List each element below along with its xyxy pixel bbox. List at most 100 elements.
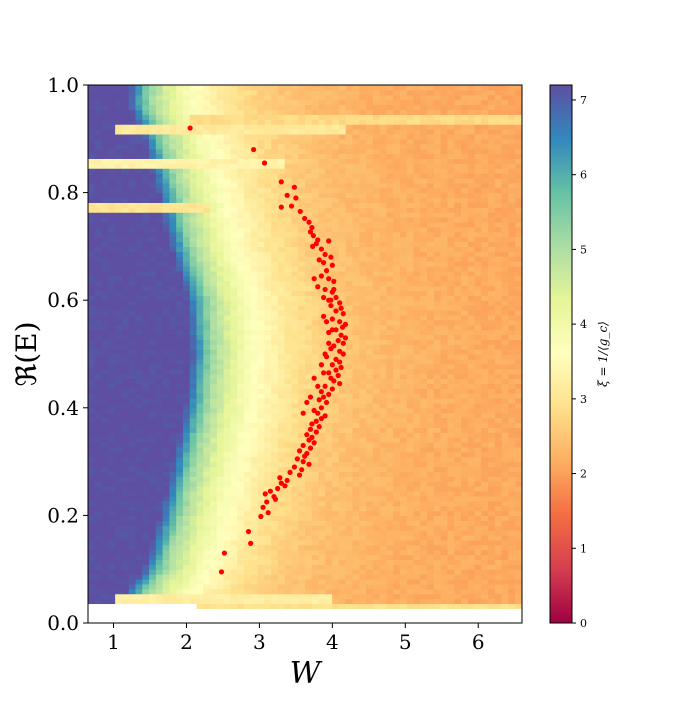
heatmap-cell <box>264 388 272 394</box>
heatmap-cell <box>406 329 415 336</box>
heatmap-cell <box>338 515 347 521</box>
heatmap-cell <box>372 461 381 468</box>
heatmap-cell <box>372 490 381 497</box>
heatmap-cell <box>88 422 96 428</box>
heatmap-cell <box>223 295 232 301</box>
heatmap-cell <box>291 275 299 282</box>
heatmap-cell <box>427 349 435 355</box>
heatmap-cell <box>142 534 150 541</box>
heatmap-cell <box>108 270 116 277</box>
heatmap-cell <box>277 427 286 433</box>
heatmap-cell <box>515 437 522 443</box>
heatmap-cell <box>121 564 130 570</box>
heatmap-cell <box>366 490 374 497</box>
heatmap-cell <box>182 305 191 311</box>
heatmap-cell <box>121 588 130 595</box>
heatmap-cell <box>467 486 476 492</box>
heatmap-cell <box>223 324 232 331</box>
heatmap-cell <box>277 270 286 277</box>
heatmap-cell <box>264 295 272 301</box>
heatmap-cell <box>501 398 510 404</box>
heatmap-cell <box>338 505 347 512</box>
heatmap-cell <box>379 285 387 292</box>
heatmap-cell <box>101 456 109 463</box>
heatmap-cell <box>196 251 204 257</box>
heatmap-cell <box>291 354 299 360</box>
heatmap-cell <box>94 446 103 453</box>
heatmap-cell <box>169 412 177 419</box>
heatmap-cell <box>250 490 259 497</box>
heatmap-cell <box>128 505 137 512</box>
heatmap-cell <box>284 466 293 472</box>
heatmap-cell <box>162 588 170 595</box>
heatmap-cell <box>121 256 130 262</box>
heatmap-cell <box>128 319 137 326</box>
heatmap-cell <box>230 388 238 394</box>
heatmap-cell <box>406 261 415 267</box>
heatmap-cell <box>413 285 421 292</box>
heatmap-cell <box>474 354 482 360</box>
heatmap-cell <box>508 446 516 453</box>
heatmap-cell <box>189 588 198 595</box>
heatmap-cell <box>284 295 293 301</box>
heatmap-cell <box>88 231 96 238</box>
heatmap-cell <box>433 534 442 541</box>
heatmap-cell <box>176 442 184 448</box>
heatmap-cell <box>169 564 177 570</box>
heatmap-cell <box>481 349 489 355</box>
heatmap-cell <box>250 275 259 282</box>
heatmap-cell <box>359 505 367 512</box>
heatmap-cell <box>481 422 489 428</box>
heatmap-cell <box>257 554 265 561</box>
heatmap-cell <box>352 539 360 546</box>
heatmap-cell <box>508 388 516 394</box>
heatmap-cell <box>284 539 293 546</box>
heatmap-cell <box>169 534 177 541</box>
heatmap-cell <box>271 407 279 414</box>
heatmap-cell <box>427 544 435 551</box>
heatmap-cell <box>481 461 489 468</box>
heatmap-cell <box>257 309 265 316</box>
heatmap-cell <box>447 525 455 531</box>
heatmap-cell <box>494 525 503 531</box>
heatmap-cell <box>149 388 157 394</box>
heatmap-cell <box>508 305 516 311</box>
heatmap-cell <box>284 461 293 468</box>
heatmap-cell <box>135 402 143 409</box>
heatmap-cell <box>447 295 455 301</box>
heatmap-cell <box>474 583 482 590</box>
heatmap-cell <box>494 520 503 526</box>
heatmap-cell <box>115 246 123 252</box>
heatmap-cell <box>338 451 347 458</box>
heatmap-cell <box>243 451 252 458</box>
heatmap-cell <box>88 329 96 336</box>
heatmap-cell <box>433 539 442 546</box>
heatmap-cell <box>393 349 401 355</box>
heatmap-cell <box>142 530 150 536</box>
heatmap-cell <box>366 246 374 252</box>
heatmap-cell <box>162 314 170 321</box>
heatmap-cell <box>467 261 476 267</box>
heatmap-cell <box>447 534 455 541</box>
heatmap-cell <box>515 534 522 541</box>
heatmap-cell <box>318 334 326 340</box>
heatmap-cell <box>216 520 225 526</box>
heatmap-cell <box>474 451 482 458</box>
heatmap-cell <box>311 334 320 340</box>
heatmap-cell <box>155 236 164 243</box>
heatmap-cell <box>359 471 367 477</box>
heatmap-cell <box>88 574 96 580</box>
heatmap-cell <box>189 363 198 370</box>
heatmap-cell <box>508 383 516 389</box>
heatmap-cell <box>467 251 476 257</box>
heatmap-cell <box>488 427 496 433</box>
heatmap-cell <box>413 583 421 590</box>
heatmap-cell <box>413 598 421 605</box>
heatmap-cell <box>108 417 116 424</box>
heatmap-cell <box>237 500 245 507</box>
heatmap-cell <box>115 358 123 365</box>
heatmap-cell <box>162 515 170 521</box>
heatmap-cell <box>182 427 191 433</box>
heatmap-cell <box>488 554 496 561</box>
heatmap-cell <box>128 398 137 404</box>
